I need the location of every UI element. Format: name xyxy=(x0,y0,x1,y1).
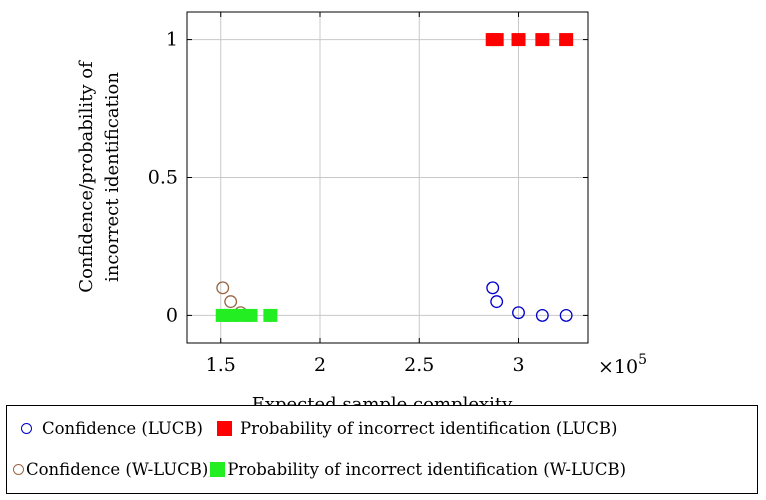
data-point-square xyxy=(535,33,550,47)
blue-circle-marker-icon xyxy=(21,422,32,434)
data-point-circle xyxy=(559,308,573,322)
data-point-square xyxy=(243,308,258,322)
y-axis-label-line-1: Confidence/probability of xyxy=(76,60,97,293)
data-point-circle xyxy=(535,308,549,322)
data-point-circle xyxy=(486,281,500,295)
scatter-chart: 1.5 2 2.5 3 0 0.5 1 ×105 Expected sample compl… xyxy=(76,11,647,405)
legend-entry-probability-lucb: Probability of incorrect identification … xyxy=(216,418,618,438)
red-square-marker-icon xyxy=(216,420,232,436)
legend-label: Confidence (W-LUCB) xyxy=(26,459,209,479)
y-axis-label-line-2: incorrect identification xyxy=(102,72,123,282)
brown-circle-marker-icon xyxy=(13,463,24,475)
x-tick-label: 2.5 xyxy=(404,354,434,376)
legend-row: Confidence (W-LUCB) Probability of incor… xyxy=(7,449,757,489)
legend-entry-probability-wlucb: Probability of incorrect identification … xyxy=(210,460,626,479)
legend-row: Confidence (LUCB) Probability of incorre… xyxy=(7,408,757,448)
chart-legend: Confidence (LUCB) Probability of incorre… xyxy=(6,405,758,494)
grid-lines xyxy=(187,12,588,343)
axis-ticks xyxy=(187,12,588,343)
x-axis-label: Expected sample complexity xyxy=(252,394,513,405)
legend-entry-confidence-lucb: Confidence (LUCB) xyxy=(21,419,203,438)
y-tick-label: 0 xyxy=(166,304,178,326)
data-point-circle xyxy=(490,295,504,309)
data-point-circle xyxy=(224,295,238,309)
x-tick-label: 3 xyxy=(512,354,524,376)
y-tick-label: 0.5 xyxy=(148,167,178,189)
x-axis-multiplier: ×105 xyxy=(598,352,647,378)
legend-label: Confidence (LUCB) xyxy=(42,418,203,438)
green-square-marker-icon xyxy=(210,461,226,477)
data-point-square xyxy=(511,33,526,47)
data-point-square xyxy=(263,308,278,322)
data-point-square xyxy=(489,33,504,47)
legend-label: Probability of incorrect identification … xyxy=(227,459,627,479)
data-point-circle xyxy=(216,281,230,295)
x-tick-label: 2 xyxy=(314,354,326,376)
data-point-square xyxy=(559,33,574,47)
data-marks xyxy=(215,33,574,322)
tick-labels: 1.5 2 2.5 3 0 0.5 1 xyxy=(148,29,525,376)
legend-label: Probability of incorrect identification … xyxy=(239,418,618,438)
y-tick-label: 1 xyxy=(166,29,178,51)
data-point-circle xyxy=(512,306,525,320)
legend-entry-confidence-wlucb: Confidence (W-LUCB) xyxy=(13,460,208,479)
x-tick-label: 1.5 xyxy=(206,354,236,376)
